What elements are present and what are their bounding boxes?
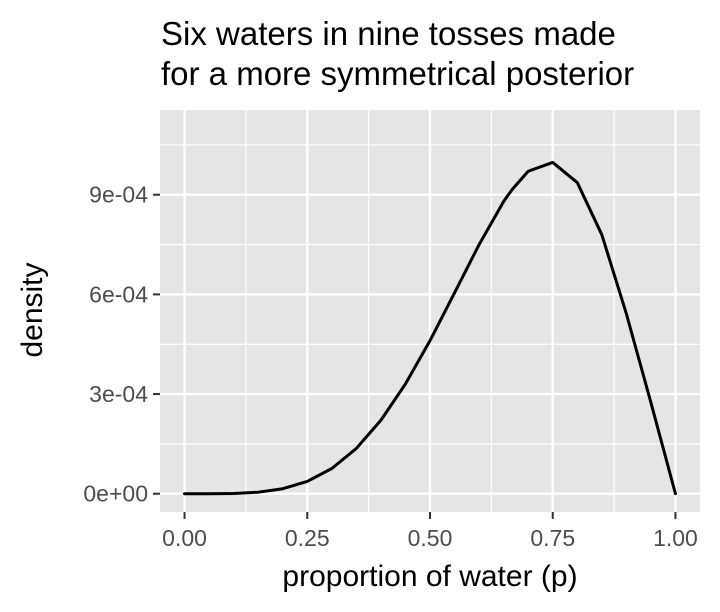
- y-tick-label-1: 3e-04: [89, 381, 148, 407]
- chart-title: Six waters in nine tosses made for a mor…: [161, 15, 634, 92]
- y-tick-label-0: 0e+00: [83, 481, 148, 507]
- x-tick-label-3: 0.75: [530, 525, 575, 551]
- x-tick-label-1: 0.25: [285, 525, 330, 551]
- x-tick-label-2: 0.50: [408, 525, 453, 551]
- density-series: [183, 160, 677, 496]
- density-line-0: [183, 160, 677, 496]
- y-tick-label-3: 9e-04: [89, 182, 148, 208]
- x-axis-title: proportion of water (p): [282, 560, 577, 593]
- chart-title-line-2: for a more symmetrical posterior: [161, 55, 634, 92]
- grid-lines: [160, 110, 700, 512]
- x-tick-label-0: 0.00: [162, 525, 207, 551]
- y-axis-title: density: [16, 262, 49, 357]
- chart-title-line-1: Six waters in nine tosses made: [161, 15, 616, 52]
- x-tick-label-4: 1.00: [653, 525, 698, 551]
- y-tick-label-2: 6e-04: [89, 281, 148, 307]
- axes: 0.00 0.25 0.50 0.75 1.00 0e+00 3e-04 6e-04 9e-04: [83, 182, 697, 551]
